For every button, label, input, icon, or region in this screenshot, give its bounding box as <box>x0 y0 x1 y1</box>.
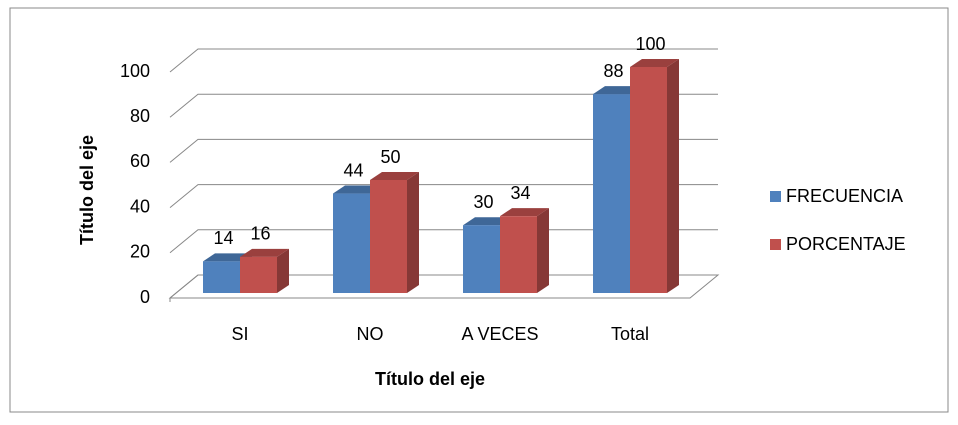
bar-top <box>240 248 289 257</box>
bar-top <box>630 59 679 67</box>
x-tick-label: SI <box>231 324 248 344</box>
bar-front <box>463 225 500 293</box>
bar-top <box>500 208 549 217</box>
grid-line <box>169 48 718 73</box>
bar-top <box>370 172 419 180</box>
bar-top <box>333 185 382 194</box>
bar <box>500 208 549 293</box>
y-tick-label: 80 <box>130 106 150 126</box>
bar-front <box>370 180 407 293</box>
y-tick-label: 20 <box>130 242 150 262</box>
y-tick-label: 60 <box>130 151 150 171</box>
data-label: 30 <box>473 192 493 212</box>
bar-front <box>240 256 277 293</box>
grid-line <box>169 184 718 208</box>
x-tick-label: Total <box>611 324 649 344</box>
data-label: 100 <box>635 34 665 54</box>
legend-label: FRECUENCIA <box>786 186 903 206</box>
data-label: 16 <box>250 224 270 244</box>
bar-front <box>630 67 667 293</box>
bar-top <box>203 253 252 262</box>
bar-front <box>203 261 240 293</box>
bar <box>370 172 419 293</box>
data-label: 44 <box>343 160 363 180</box>
bar-side <box>537 208 549 293</box>
grid-line <box>169 93 718 118</box>
legend-swatch <box>770 239 781 250</box>
bar <box>240 248 289 293</box>
y-tick-label: 0 <box>140 287 150 307</box>
legend-swatch <box>770 191 781 202</box>
y-axis-title: Título del eje <box>77 135 97 245</box>
data-label: 50 <box>380 147 400 167</box>
bar-front <box>500 216 537 293</box>
bar <box>630 59 679 293</box>
bar-front <box>593 94 630 294</box>
bar-side <box>667 59 679 293</box>
data-label: 34 <box>510 183 530 203</box>
x-tick-label: A VECES <box>461 324 538 344</box>
bar-side <box>407 172 419 293</box>
bar-top <box>593 86 642 95</box>
data-label: 88 <box>603 61 623 81</box>
y-tick-label: 40 <box>130 196 150 216</box>
bar-side <box>277 248 289 293</box>
x-axis-title: Título del eje <box>375 369 485 389</box>
data-label: 14 <box>213 228 233 248</box>
x-tick-label: NO <box>357 324 384 344</box>
chart-border <box>9 7 949 413</box>
grid-line <box>169 138 718 163</box>
y-tick-label: 100 <box>120 61 150 81</box>
bar-front <box>333 193 370 293</box>
bar-top <box>463 217 512 226</box>
legend-label: PORCENTAJE <box>786 234 906 254</box>
